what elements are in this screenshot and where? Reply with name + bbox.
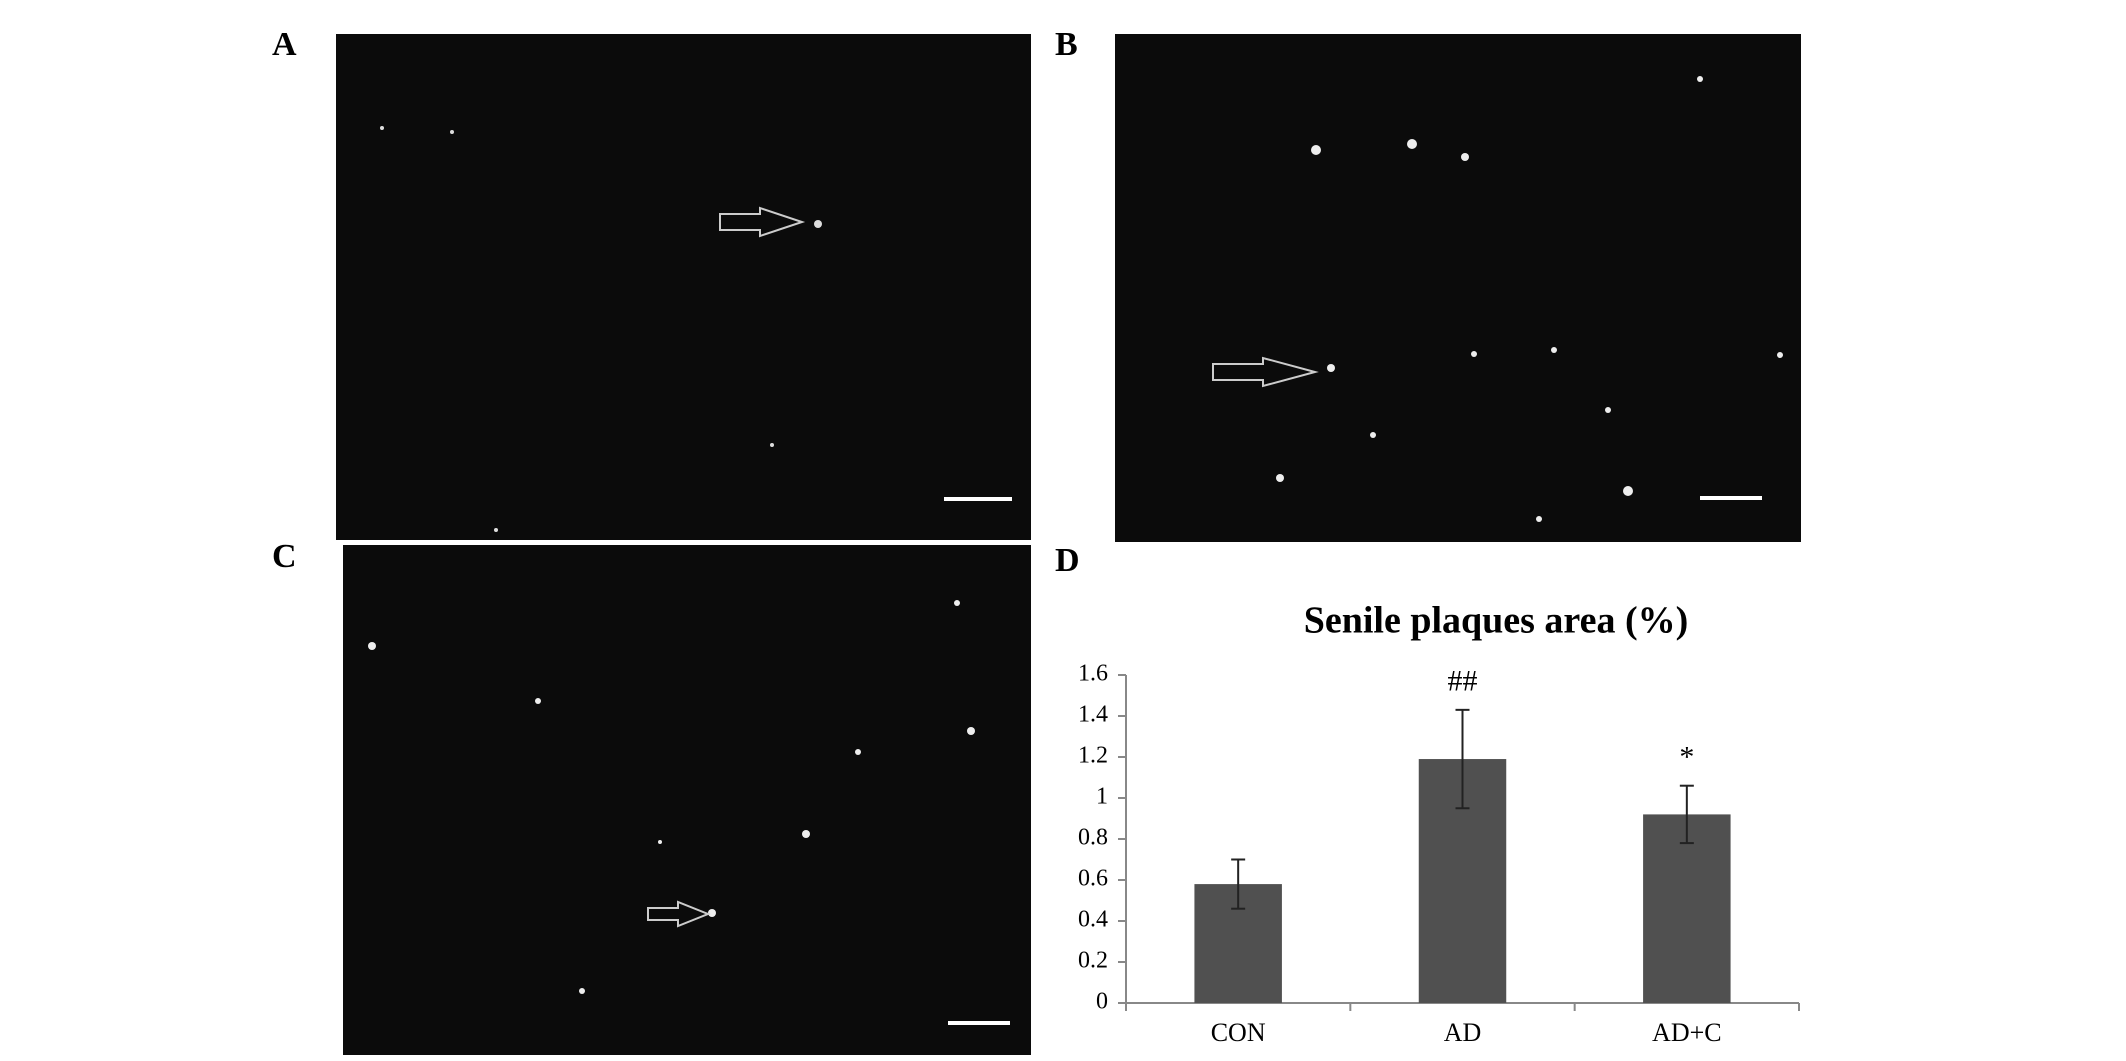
y-tick-label: 0.4: [1078, 907, 1108, 933]
y-tick-label: 1.4: [1078, 702, 1108, 728]
chart-title: Senile plaques area (%): [1304, 600, 1689, 642]
annotation: ##: [1448, 665, 1478, 698]
bar: [1643, 814, 1731, 1003]
y-tick-label: 1: [1096, 784, 1108, 810]
micrograph-a: [336, 34, 1031, 540]
y-tick-label: 0.6: [1078, 866, 1108, 892]
y-tick-label: 0: [1096, 989, 1108, 1015]
panel-label: D: [1055, 542, 1080, 579]
y-tick-label: 1.6: [1078, 661, 1108, 687]
panel-label: B: [1055, 26, 1078, 63]
micrograph-b: [1115, 34, 1801, 542]
panel-label: A: [272, 26, 297, 63]
y-tick-label: 0.2: [1078, 948, 1108, 974]
y-tick-label: 1.2: [1078, 743, 1108, 769]
error-bar: [1455, 708, 1470, 810]
panel-label: C: [272, 538, 297, 575]
y-tick-label: 0.8: [1078, 825, 1108, 851]
error-bar: [1679, 784, 1694, 845]
micrograph-c: [343, 545, 1031, 1055]
x-tick-label: AD: [1444, 1018, 1482, 1047]
x-tick-label: AD+C: [1652, 1018, 1722, 1047]
error-bar: [1231, 858, 1246, 910]
x-tick-label: CON: [1211, 1018, 1266, 1047]
annotation: *: [1679, 741, 1694, 774]
